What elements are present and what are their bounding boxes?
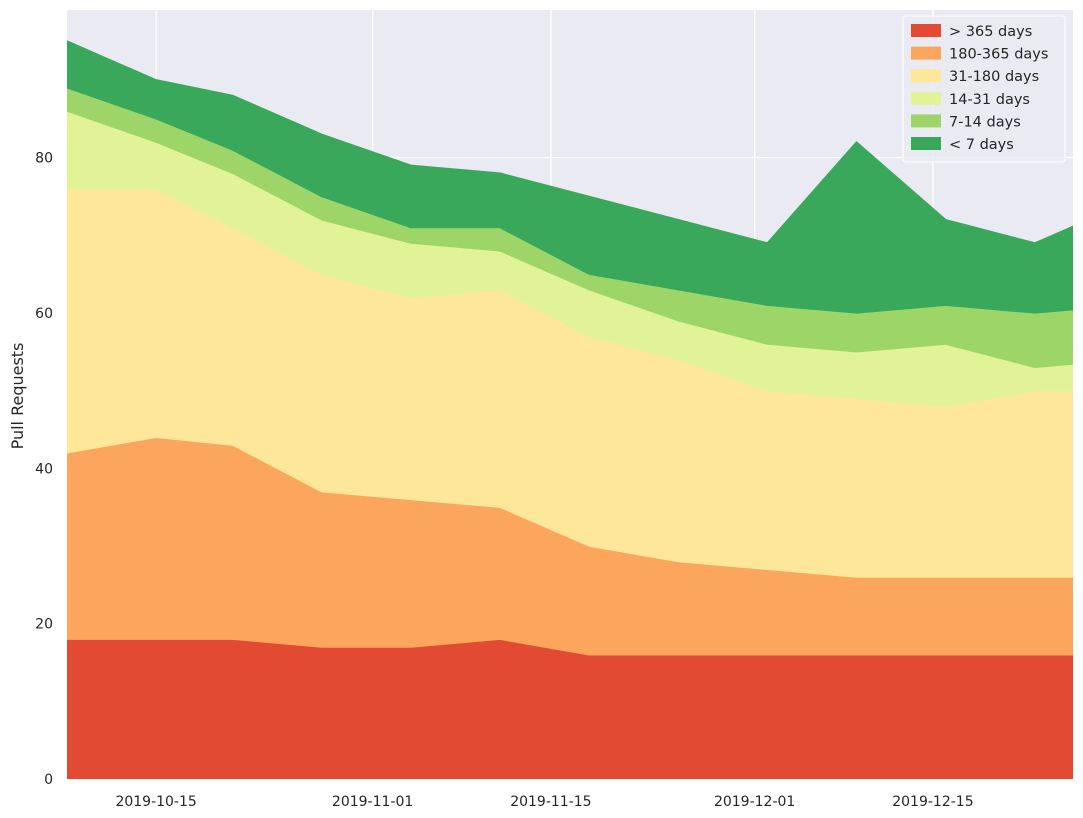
x-tick-label: 2019-12-01	[714, 794, 795, 810]
legend-swatch	[911, 91, 941, 105]
legend-box	[902, 15, 1066, 163]
area-series-0	[67, 638, 1073, 779]
legend-swatch	[911, 137, 941, 150]
y-axis-label: Pull Requests	[8, 343, 27, 450]
legend-label: 14-31 days	[949, 92, 1030, 108]
x-tick-label: 2019-11-15	[510, 794, 591, 810]
legend: > 365 days 180-365 days 31-180 days 14-31 d…	[902, 15, 1066, 163]
x-axis-ticks: 2019-10-15 2019-11-01 2019-11-15 2019-12-01…	[115, 794, 973, 810]
y-axis-ticks: 0 20 40 60 80	[35, 151, 53, 788]
y-tick-label: 60	[35, 306, 53, 322]
area-series-5	[67, 40, 1073, 314]
y-tick-label: 0	[44, 772, 53, 788]
legend-swatch	[911, 46, 941, 60]
legend-label: 180-365 days	[949, 47, 1048, 63]
x-tick-label: 2019-10-15	[115, 794, 196, 810]
legend-swatch	[911, 69, 941, 83]
legend-label: < 7 days	[949, 137, 1014, 153]
legend-label: 7-14 days	[949, 114, 1021, 130]
legend-label: 31-180 days	[949, 69, 1039, 85]
legend-swatch	[911, 24, 941, 37]
area-series	[67, 40, 1073, 779]
x-tick-label: 2019-11-01	[332, 794, 413, 810]
y-tick-label: 40	[35, 461, 53, 477]
legend-swatch	[911, 114, 941, 128]
legend-label: > 365 days	[949, 24, 1032, 40]
y-tick-label: 20	[35, 617, 53, 633]
y-tick-label: 80	[35, 151, 53, 167]
x-tick-label: 2019-12-15	[892, 794, 973, 810]
